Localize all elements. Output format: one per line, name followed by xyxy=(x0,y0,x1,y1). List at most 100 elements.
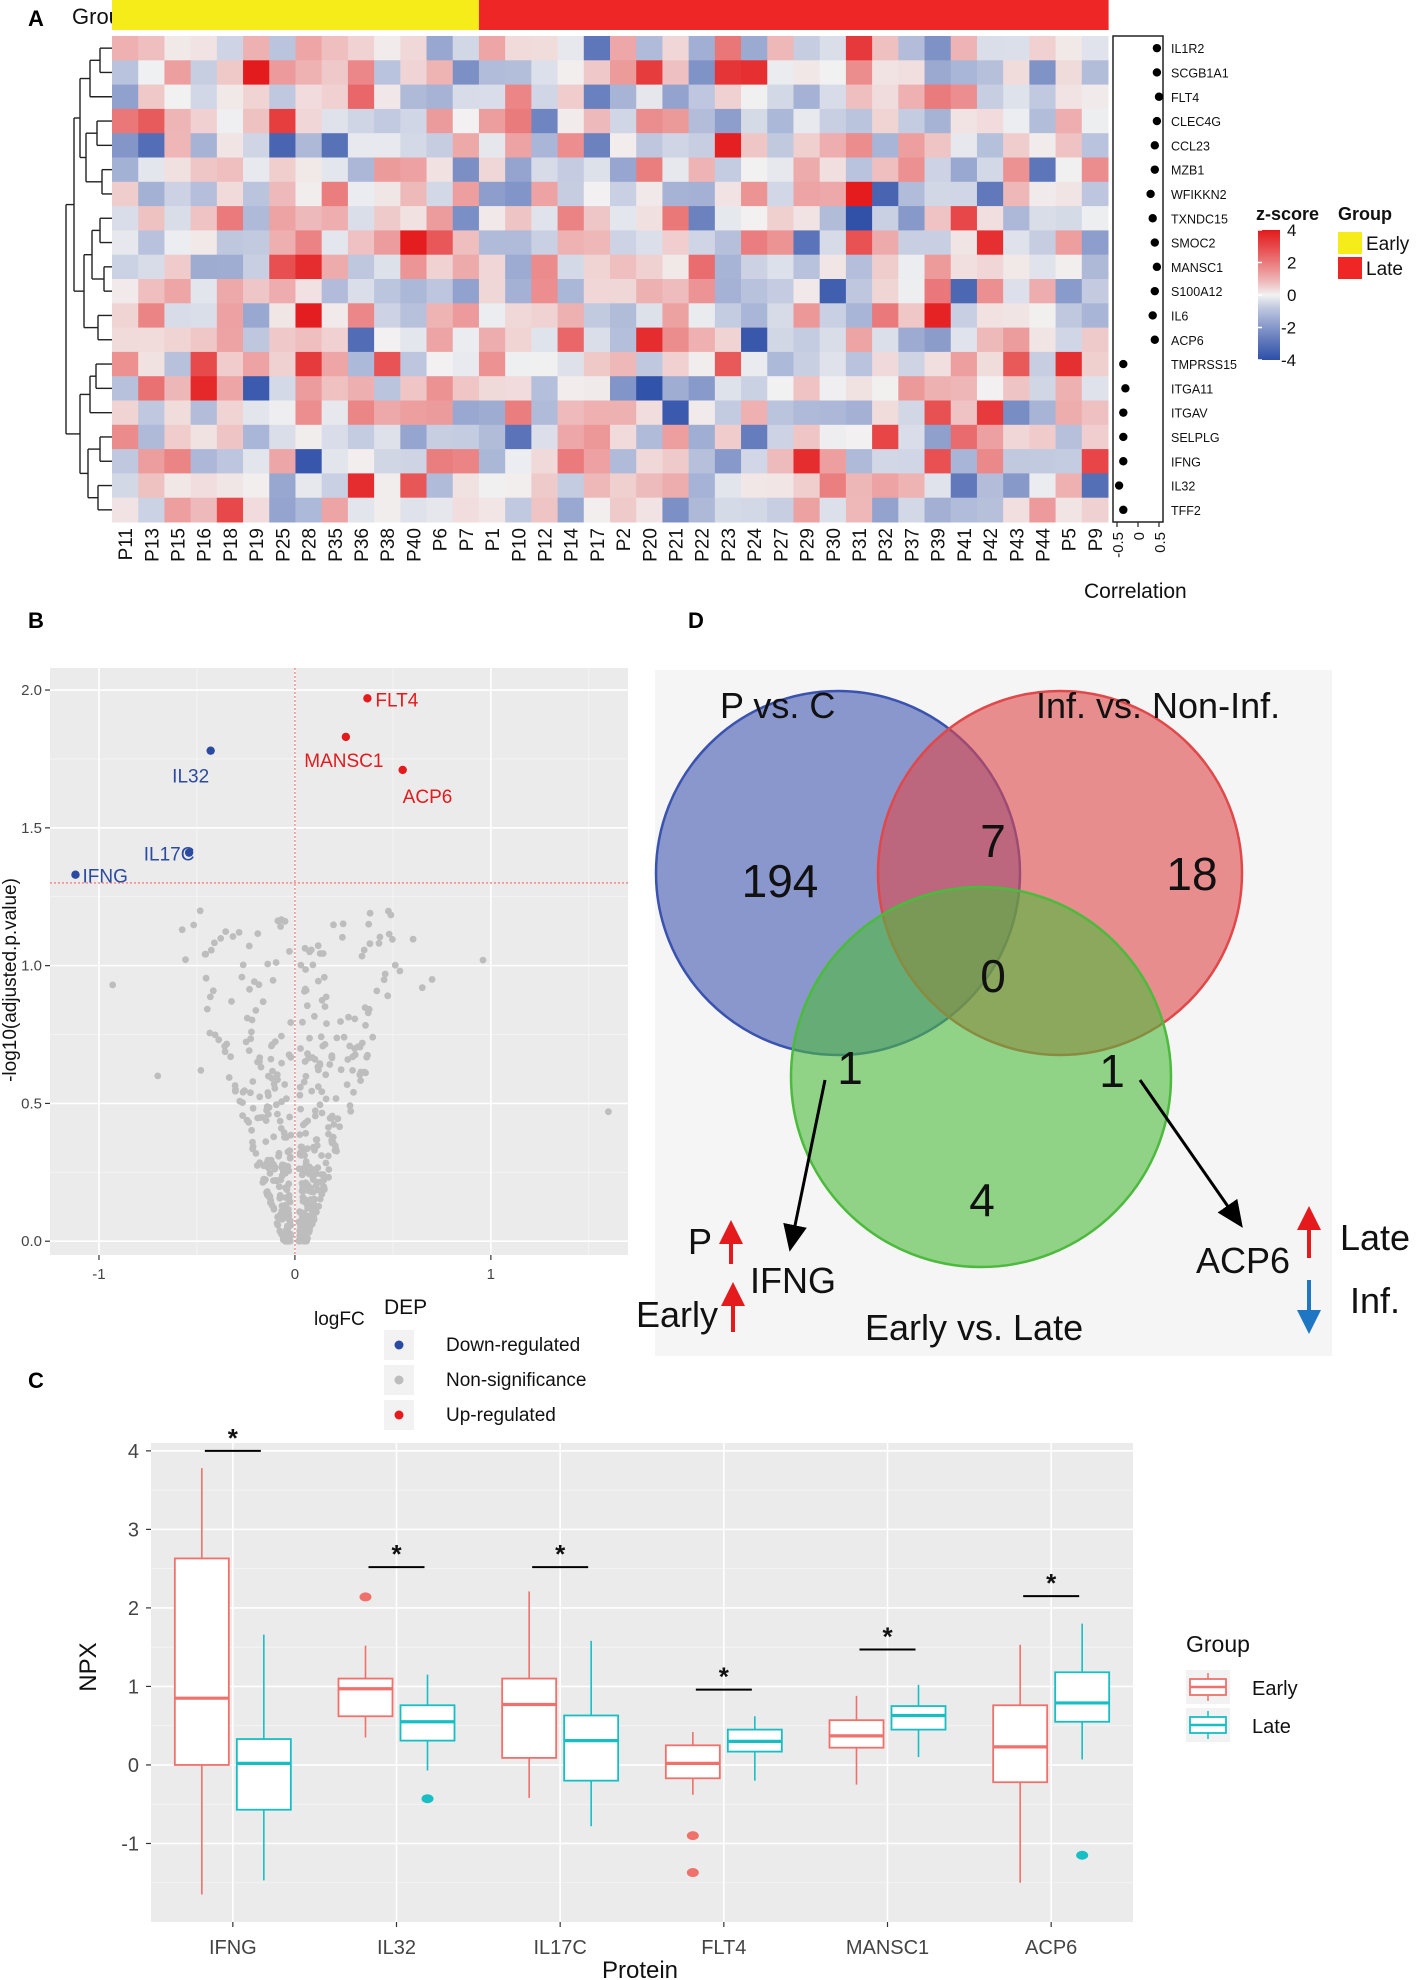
heatmap-cell xyxy=(819,206,847,231)
heatmap-cell xyxy=(872,497,899,523)
zscore-tick-label: 4 xyxy=(1287,221,1296,240)
volcano-point-nonsig xyxy=(325,1124,332,1131)
volcano-point-nonsig xyxy=(409,935,417,943)
heatmap-cell xyxy=(295,303,323,329)
heatmap-cell xyxy=(845,36,873,61)
heatmap-cell xyxy=(819,497,847,523)
heatmap-cell xyxy=(872,181,899,207)
heatmap-cell xyxy=(976,497,1004,523)
heatmap-cell xyxy=(295,206,323,231)
heatmap-cell xyxy=(295,400,323,426)
volcano-point-nonsig xyxy=(278,1098,285,1106)
volcano-point-flt4 xyxy=(363,694,372,703)
heatmap-cell xyxy=(741,230,768,256)
column-label: P31 xyxy=(850,528,871,562)
heatmap-cell xyxy=(610,303,637,329)
group-bar-cell xyxy=(845,0,873,30)
heatmap-cell xyxy=(583,157,611,183)
heatmap-cell xyxy=(400,206,428,231)
dep-legend-point xyxy=(394,1375,404,1385)
volcano-point-nonsig xyxy=(299,1121,307,1129)
volcano-point-nonsig xyxy=(276,1117,284,1125)
column-label: P2 xyxy=(614,528,635,551)
group-bar xyxy=(112,0,1109,30)
heatmap-cell xyxy=(164,279,192,304)
boxplot-y-tick-label: -1 xyxy=(121,1833,139,1855)
heatmap-cell xyxy=(583,327,611,353)
volcano-y-tick-label: 0.5 xyxy=(21,1095,42,1112)
heatmap-cell xyxy=(924,230,952,256)
zscore-legend: z-score 4 2 0 -2 -4 xyxy=(1256,204,1319,370)
heatmap-cell xyxy=(688,84,716,110)
column-label: P17 xyxy=(588,528,609,562)
heatmap-cell xyxy=(164,400,192,426)
heatmap-cell xyxy=(374,303,401,329)
heatmap-cell xyxy=(452,60,480,86)
column-label: P35 xyxy=(326,528,347,562)
heatmap-cell xyxy=(138,473,165,499)
heatmap-cell xyxy=(662,84,690,110)
heatmap-cell xyxy=(321,303,349,329)
heatmap-cell xyxy=(819,449,847,474)
heatmap-cell xyxy=(164,206,192,231)
heatmap-cell xyxy=(1003,133,1030,158)
boxplot-panel: C * * * * * * -1 0 1 2 3 4 IFNG IL32 IL17C FLT4 MANSC1 AC… xyxy=(28,1368,1298,1980)
heatmap-cell xyxy=(347,36,375,61)
heatmap-cell xyxy=(924,279,952,304)
boxplot-x-tick-label: ACP6 xyxy=(1025,1937,1077,1959)
heatmap-cell xyxy=(426,254,454,280)
heatmap-cell xyxy=(976,133,1004,158)
heatmap-cell xyxy=(505,60,532,86)
heatmap-cell xyxy=(688,327,716,353)
heatmap-cell xyxy=(557,449,585,474)
correlation-point xyxy=(1152,116,1162,126)
row-label: IL6 xyxy=(1171,309,1188,323)
volcano-point-nonsig xyxy=(182,956,189,964)
volcano-point-nonsig xyxy=(347,1107,355,1115)
heatmap-cell xyxy=(295,133,323,158)
dep-legend-title: DEP xyxy=(384,1296,427,1319)
volcano-point-nonsig xyxy=(304,1235,311,1242)
volcano-point-nonsig xyxy=(380,976,388,984)
heatmap-cell xyxy=(714,497,742,523)
heatmap-cell xyxy=(767,327,794,353)
heatmap-cell xyxy=(505,473,532,499)
heatmap-cell xyxy=(976,157,1004,183)
volcano-point-nonsig xyxy=(319,1171,327,1178)
heatmap-cell xyxy=(872,400,899,426)
volcano-y-tick-label: 0.0 xyxy=(21,1233,42,1250)
volcano-point-nonsig xyxy=(296,1083,304,1091)
volcano-point-nonsig xyxy=(318,1109,326,1117)
group-bar-cell xyxy=(295,0,323,30)
heatmap-cell xyxy=(243,473,270,499)
heatmap-cell xyxy=(819,36,847,61)
volcano-point-nonsig xyxy=(246,985,253,993)
column-label: P29 xyxy=(798,528,819,562)
heatmap-cell xyxy=(1029,327,1057,353)
volcano-point-nonsig xyxy=(109,981,117,989)
heatmap-cell xyxy=(610,181,637,207)
volcano-point-nonsig xyxy=(325,1166,333,1173)
heatmap-cell xyxy=(531,327,559,353)
row-label: ACP6 xyxy=(1171,334,1204,348)
heatmap-cell xyxy=(216,424,244,450)
volcano-point-nonsig xyxy=(278,1213,286,1220)
volcano-point-nonsig xyxy=(242,1038,250,1046)
heatmap-cell xyxy=(216,206,244,231)
heatmap-cell xyxy=(164,449,192,474)
heatmap-cell xyxy=(321,60,349,86)
column-label: P9 xyxy=(1086,528,1107,551)
row-label: ITGA11 xyxy=(1171,382,1213,396)
group-bar-cell xyxy=(1055,0,1083,30)
heatmap-cell xyxy=(819,303,847,329)
volcano-point-nonsig xyxy=(264,1156,272,1164)
heatmap-cell xyxy=(662,108,690,134)
heatmap-cell xyxy=(845,230,873,256)
heatmap-cell xyxy=(138,36,165,61)
annot-early-label: Early xyxy=(636,1294,718,1335)
heatmap-cell xyxy=(845,449,873,474)
zscore-tick-label: 2 xyxy=(1287,254,1296,273)
heatmap-cell xyxy=(714,473,742,499)
group-bar-cell xyxy=(741,0,768,30)
heatmap-cell xyxy=(321,376,349,401)
